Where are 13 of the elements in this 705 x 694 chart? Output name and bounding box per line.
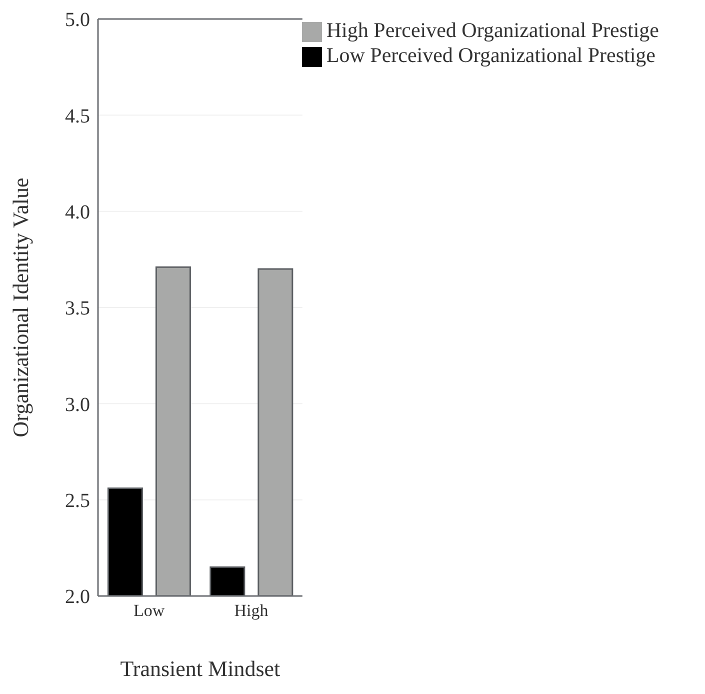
y-tick-label: 5.0 xyxy=(65,9,90,32)
y-tick-label: 2.5 xyxy=(65,490,90,512)
y-tick-label: 3.0 xyxy=(65,394,90,416)
x-tick-label: High xyxy=(234,601,269,620)
x-tick-label: Low xyxy=(134,601,166,620)
x-axis-title: Transient Mindset xyxy=(120,656,280,681)
y-tick-label: 4.5 xyxy=(65,105,90,128)
legend-label: High Perceived Organizational Prestige xyxy=(326,18,659,42)
y-axis-title: Organizational Identity Value xyxy=(8,178,33,438)
legend-label: Low Perceived Organizational Prestige xyxy=(326,43,656,67)
y-tick-label: 2.0 xyxy=(65,586,90,608)
y-tick-label: 4.0 xyxy=(65,201,90,224)
y-tick-label: 3.5 xyxy=(65,298,90,320)
